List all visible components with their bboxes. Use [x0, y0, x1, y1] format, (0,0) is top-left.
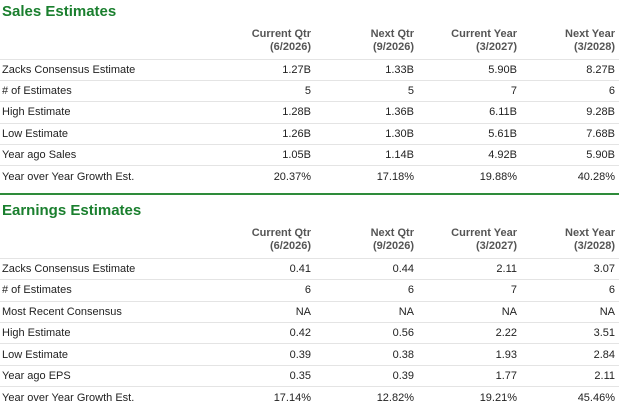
cell-value: 7.68B — [521, 122, 619, 145]
cell-value: 12.82% — [315, 386, 418, 409]
cell-value: 3.07 — [521, 257, 619, 280]
cell-value: 2.11 — [418, 257, 521, 280]
cell-value: 3.51 — [521, 322, 619, 344]
cell-value: 2.11 — [521, 364, 619, 387]
cell-value: 8.27B — [521, 58, 619, 81]
cell-value: 0.56 — [315, 322, 418, 344]
earnings-estimates-section: Earnings Estimates Current Qtr (6/2026) N… — [0, 199, 619, 409]
table-row: Low Estimate 0.39 0.38 1.93 2.84 — [0, 343, 619, 366]
cell-value: 2.22 — [418, 322, 521, 344]
table-row: Year ago EPS 0.35 0.39 1.77 2.11 — [0, 364, 619, 387]
cell-value: 4.92B — [418, 144, 521, 166]
sales-estimates-table: Current Qtr (6/2026) Next Qtr (9/2026) Cur… — [0, 24, 619, 188]
cell-value: 40.28% — [521, 165, 619, 188]
column-header: Current Qtr (6/2026) — [251, 226, 311, 252]
cell-value: 5.61B — [418, 122, 521, 145]
cell-value: 1.27B — [210, 58, 315, 81]
cell-value: 1.93 — [418, 343, 521, 366]
cell-value: 0.41 — [210, 257, 315, 280]
column-header: Next Year (3/2028) — [565, 226, 615, 252]
cell-value: 0.42 — [210, 322, 315, 344]
cell-value: 45.46% — [521, 386, 619, 409]
column-header: Next Qtr (9/2026) — [370, 27, 414, 53]
cell-value: 5 — [210, 79, 315, 102]
cell-value: 1.05B — [210, 144, 315, 166]
column-header: Current Year (3/2027) — [451, 27, 517, 53]
cell-value: 7 — [418, 279, 521, 302]
cell-value: 1.28B — [210, 101, 315, 124]
row-label: Year ago Sales — [0, 144, 210, 166]
row-label: High Estimate — [0, 101, 210, 124]
table-row: Low Estimate 1.26B 1.30B 5.61B 7.68B — [0, 122, 619, 145]
cell-value: NA — [315, 300, 418, 323]
column-header: Next Year (3/2028) — [565, 27, 615, 53]
cell-value: 6 — [210, 279, 315, 302]
cell-value: 19.88% — [418, 165, 521, 188]
cell-value: 6.11B — [418, 101, 521, 124]
cell-value: 6 — [521, 79, 619, 102]
table-header-row: Current Qtr (6/2026) Next Qtr (9/2026) Cur… — [0, 24, 619, 59]
table-row: Zacks Consensus Estimate 1.27B 1.33B 5.90B 8… — [0, 58, 619, 81]
row-label: Year over Year Growth Est. — [0, 165, 210, 188]
cell-value: NA — [418, 300, 521, 323]
row-label: # of Estimates — [0, 279, 210, 302]
cell-value: NA — [210, 300, 315, 323]
cell-value: 19.21% — [418, 386, 521, 409]
cell-value: 9.28B — [521, 101, 619, 124]
cell-value: 2.84 — [521, 343, 619, 366]
table-row: # of Estimates 5 5 7 6 — [0, 79, 619, 102]
cell-value: 7 — [418, 79, 521, 102]
header-blank — [0, 223, 210, 258]
cell-value: 1.36B — [315, 101, 418, 124]
table-row: High Estimate 0.42 0.56 2.22 3.51 — [0, 322, 619, 344]
row-label: Low Estimate — [0, 343, 210, 366]
cell-value: 20.37% — [210, 165, 315, 188]
cell-value: NA — [521, 300, 619, 323]
table-row: High Estimate 1.28B 1.36B 6.11B 9.28B — [0, 101, 619, 124]
cell-value: 17.18% — [315, 165, 418, 188]
sales-estimates-title: Sales Estimates — [2, 3, 117, 20]
cell-value: 1.33B — [315, 58, 418, 81]
table-row: Most Recent Consensus NA NA NA NA — [0, 300, 619, 323]
row-label: # of Estimates — [0, 79, 210, 102]
column-header: Next Qtr (9/2026) — [370, 226, 414, 252]
cell-value: 6 — [315, 279, 418, 302]
table-row: Year over Year Growth Est. 20.37% 17.18% 19… — [0, 165, 619, 188]
cell-value: 0.38 — [315, 343, 418, 366]
table-row: # of Estimates 6 6 7 6 — [0, 279, 619, 302]
cell-value: 1.30B — [315, 122, 418, 145]
cell-value: 6 — [521, 279, 619, 302]
cell-value: 0.39 — [210, 343, 315, 366]
earnings-estimates-table: Current Qtr (6/2026) Next Qtr (9/2026) Cur… — [0, 223, 619, 409]
row-label: Zacks Consensus Estimate — [0, 257, 210, 280]
cell-value: 5 — [315, 79, 418, 102]
cell-value: 5.90B — [521, 144, 619, 166]
sales-estimates-section: Sales Estimates Current Qtr (6/2026) Next… — [0, 0, 619, 188]
cell-value: 1.77 — [418, 364, 521, 387]
cell-value: 0.35 — [210, 364, 315, 387]
row-label: Low Estimate — [0, 122, 210, 145]
row-label: Year over Year Growth Est. — [0, 386, 210, 409]
row-label: Most Recent Consensus — [0, 300, 210, 323]
row-label: Year ago EPS — [0, 364, 210, 387]
table-row: Year ago Sales 1.05B 1.14B 4.92B 5.90B — [0, 144, 619, 166]
table-row: Zacks Consensus Estimate 0.41 0.44 2.11 3.07 — [0, 257, 619, 280]
column-header: Current Qtr (6/2026) — [251, 27, 311, 53]
table-row: Year over Year Growth Est. 17.14% 12.82% 19… — [0, 386, 619, 409]
column-header: Current Year (3/2027) — [451, 226, 517, 252]
cell-value: 0.39 — [315, 364, 418, 387]
cell-value: 17.14% — [210, 386, 315, 409]
earnings-estimates-title: Earnings Estimates — [2, 202, 142, 220]
cell-value: 1.14B — [315, 144, 418, 166]
row-label: Zacks Consensus Estimate — [0, 58, 210, 81]
section-divider — [0, 193, 619, 196]
table-header-row: Current Qtr (6/2026) Next Qtr (9/2026) Cur… — [0, 223, 619, 259]
cell-value: 5.90B — [418, 58, 521, 81]
header-blank — [0, 24, 210, 59]
row-label: High Estimate — [0, 322, 210, 344]
cell-value: 0.44 — [315, 257, 418, 280]
cell-value: 1.26B — [210, 122, 315, 145]
